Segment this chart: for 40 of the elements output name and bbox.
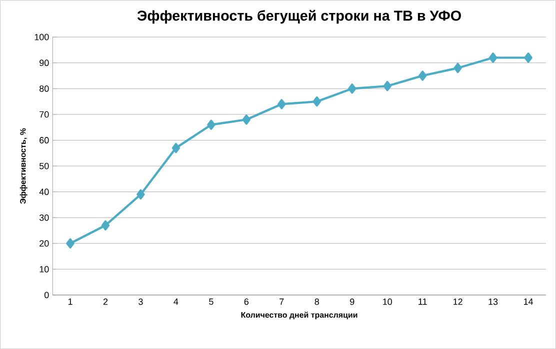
x-tick-label: 5	[209, 298, 214, 305]
point	[278, 99, 286, 110]
point	[172, 142, 180, 154]
y-tick-label: 100	[34, 34, 49, 40]
point	[66, 238, 74, 248]
x-tick-label: 10	[383, 298, 392, 305]
y-tick-label: 20	[40, 240, 49, 247]
y-tick-label: 30	[39, 214, 49, 221]
x-tick-label: 3	[138, 298, 143, 305]
y-tick-label: 90	[40, 60, 49, 66]
y-tick-label: 10	[40, 266, 49, 272]
x-tick-label: 4	[174, 298, 178, 305]
point	[242, 114, 250, 125]
x-tick-label: 14	[524, 298, 533, 305]
x-tick-label: 8	[314, 298, 319, 305]
point	[348, 84, 356, 94]
point	[136, 189, 145, 200]
chart-title: Эффективность бегущей строки на ТВ в УФО	[137, 10, 461, 24]
x-tick-label: 2	[103, 298, 108, 305]
point	[312, 96, 321, 107]
x-tick-label: 7	[280, 298, 284, 305]
y-tick-label: 80	[40, 85, 49, 92]
y-tick-label: 60	[40, 137, 49, 144]
point	[207, 120, 216, 130]
y-tick-label: 50	[40, 162, 49, 170]
point	[524, 52, 532, 63]
x-tick-label: 6	[244, 298, 249, 305]
point	[488, 52, 498, 63]
x-tick-label: 11	[418, 298, 427, 305]
x-tick-label: 12	[454, 298, 462, 305]
point	[454, 62, 462, 74]
x-tick-label: 9	[350, 298, 354, 305]
point	[418, 70, 427, 81]
y-tick-label: 0	[44, 292, 49, 298]
point	[101, 220, 110, 230]
y-tick-label: 70	[40, 111, 49, 118]
x-tick-label: 13	[488, 298, 498, 305]
x-tick-label: 1	[68, 298, 72, 305]
point	[383, 80, 392, 92]
y-tick-label: 40	[39, 188, 49, 195]
